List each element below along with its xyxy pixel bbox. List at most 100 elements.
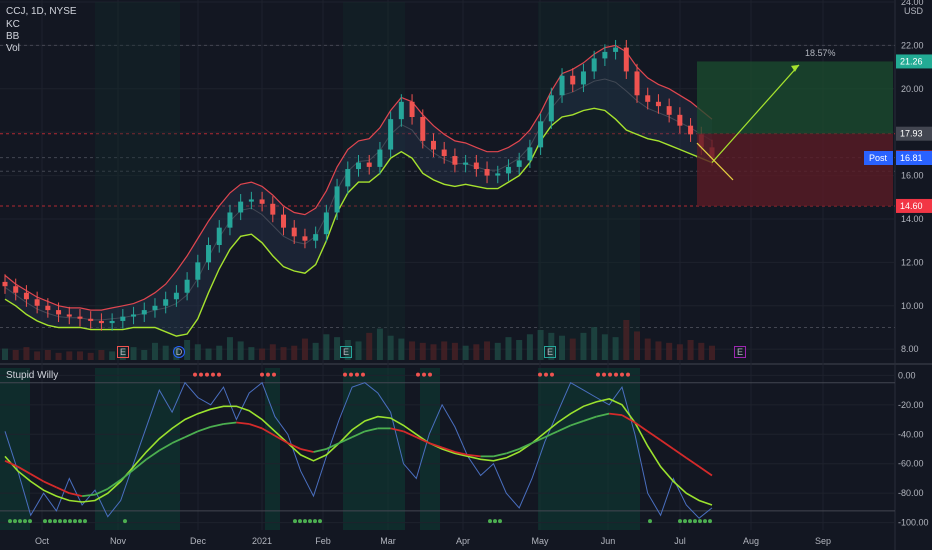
osc-y-tick-label: -60.00 (898, 459, 924, 469)
osc-slow-segment (300, 448, 314, 453)
earnings-marker (340, 346, 352, 358)
osc-series-line (4, 381, 713, 519)
osc-zone (343, 368, 405, 530)
volume-bar (516, 340, 523, 360)
volume-bar (301, 338, 308, 360)
price-tag-bg (896, 198, 932, 213)
candle-body (313, 234, 319, 241)
candle-body (356, 162, 361, 170)
volume-bar (655, 341, 662, 360)
volume-bar (709, 345, 715, 360)
event-marker-label: E (343, 347, 349, 357)
osc-slow-segment (82, 493, 96, 498)
osc-slow-segment (609, 412, 623, 417)
indicator-kc-label[interactable]: KC (6, 19, 20, 30)
osc-bottom-dot (708, 519, 712, 524)
osc-slow-segment (506, 448, 520, 455)
osc-zone (265, 368, 280, 530)
y-tick-label: 16.00 (901, 171, 924, 181)
earnings-marker (734, 346, 746, 358)
volume-bar (409, 341, 416, 360)
y-tick-label: 10.00 (901, 301, 924, 311)
volume-bar (44, 350, 51, 360)
candle-body (345, 169, 351, 187)
osc-bottom-dot (688, 519, 692, 524)
x-tick-label: Jun (601, 536, 616, 546)
osc-top-dot (205, 372, 209, 377)
profit-zone (697, 61, 893, 134)
volume-bar (66, 351, 73, 360)
volume-bar (569, 338, 576, 360)
osc-slow-segment (390, 427, 404, 433)
volume-bar (130, 347, 137, 360)
x-tick-label: Feb (315, 536, 331, 546)
osc-bottom-dot (28, 519, 32, 524)
candle-body (377, 149, 383, 167)
candle-body (302, 236, 308, 241)
osc-top-dot (626, 372, 630, 377)
price-tag: 14.60 (900, 201, 923, 211)
main-zone (538, 2, 640, 360)
candle-body (538, 121, 544, 148)
osc-top-dot (538, 372, 542, 377)
volume-bar (205, 348, 212, 360)
osc-bottom-dot (78, 519, 82, 524)
candle-body (270, 203, 276, 215)
x-tick-label: Oct (35, 536, 50, 546)
dividend-marker (173, 346, 185, 358)
osc-slow-segment (261, 427, 276, 437)
volume-bar (601, 334, 608, 360)
candle-body (613, 47, 619, 52)
candle-body (23, 292, 29, 300)
symbol-title[interactable]: CCJ, 1D, NYSE (6, 6, 77, 17)
volume-bar (173, 347, 180, 360)
osc-slow-segment (132, 458, 147, 471)
osc-slow-segment (570, 420, 584, 427)
osc-slow-segment (158, 442, 173, 452)
candle-body (152, 305, 158, 311)
candle-body (441, 149, 447, 157)
osc-slow-segment (518, 442, 533, 450)
event-marker-label: E (120, 347, 126, 357)
osc-top-dot (211, 372, 215, 377)
osc-slow-segment (596, 412, 610, 418)
osc-y-tick-label: -100.00 (898, 518, 929, 528)
candle-body (527, 147, 533, 161)
candle-body (634, 71, 640, 96)
currency-label: USD (904, 6, 924, 16)
osc-slow-segment (274, 434, 289, 444)
osc-slow-segment (69, 492, 83, 498)
candle-body (430, 140, 436, 150)
osc-slow-segment (660, 439, 674, 450)
volume-bar (23, 347, 30, 360)
candle-body (591, 58, 597, 72)
osc-slow-segment (544, 430, 559, 439)
volume-bar (162, 345, 169, 360)
volume-bar (419, 342, 426, 360)
osc-top-dot (349, 372, 353, 377)
candle-body (88, 318, 94, 321)
indicator-vol-label[interactable]: Vol (6, 43, 20, 54)
indicator-bb-label[interactable]: BB (6, 31, 20, 42)
osc-y-tick-label: -40.00 (898, 429, 924, 439)
osc-top-dot (260, 372, 264, 377)
osc-slow-segment (672, 448, 687, 459)
candle-body (516, 160, 522, 167)
oscillator-title[interactable]: Stupid Willy (6, 370, 59, 381)
osc-top-dot (343, 372, 347, 377)
candle-body (570, 75, 576, 85)
volume-bar (430, 344, 437, 360)
osc-slow-segment (441, 446, 456, 453)
osc-zone (0, 368, 30, 530)
candle-body (281, 214, 287, 228)
osc-slow-segment (647, 430, 662, 441)
osc-top-dot (355, 372, 359, 377)
volume-bar (376, 328, 383, 360)
x-tick-label: May (531, 536, 549, 546)
osc-slow-segment (415, 436, 430, 444)
osc-slow-segment (107, 479, 122, 490)
event-marker-label: D (176, 347, 183, 357)
volume-bar (355, 341, 362, 360)
osc-y-tick-label: -80.00 (898, 488, 924, 498)
